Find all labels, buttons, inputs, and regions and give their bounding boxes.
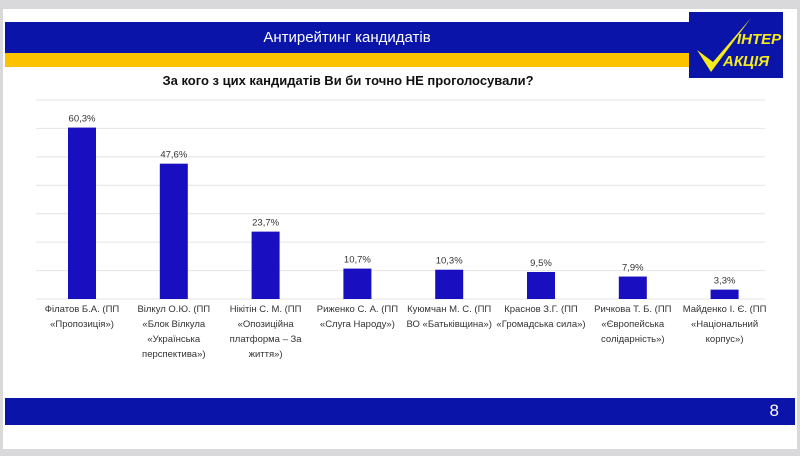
category-label: Риженко С. А. (ПП «Слуга Народу») [316, 304, 399, 330]
svg-text:ІНТЕР: ІНТЕР [737, 31, 782, 48]
data-label: 60,3% [69, 114, 96, 125]
bar [527, 271, 555, 299]
category-label: Ричкова Т. Б. (ПП «Європейська солідарні… [594, 304, 672, 345]
bar [159, 163, 188, 299]
header-band: Антирейтинг кандидатів [5, 22, 689, 53]
bar [710, 289, 739, 299]
category-label: Нікітін С. М. (ПП «Опозиційна платформа … [229, 304, 302, 360]
data-label: 3,3% [714, 276, 736, 287]
category-label: Майденко І. Є. (ПП «Національний корпус»… [682, 304, 767, 345]
category-label: Вілкул О.Ю. (ПП «Блок Вілкула «Українськ… [137, 304, 211, 360]
data-label: 23,7% [252, 218, 279, 229]
category-label: Філатов Б.А. (ПП «Пропозиція») [44, 304, 120, 330]
bar [435, 269, 464, 299]
data-label: 10,3% [436, 256, 463, 267]
bar [618, 276, 647, 299]
data-label: 47,6% [160, 150, 187, 161]
chart-title: За кого з цих кандидатів Ви би точно НЕ … [162, 73, 534, 88]
page-number: 8 [769, 401, 779, 420]
logo: ІНТЕР АКЦІЯ [689, 12, 783, 78]
slide-title: Антирейтинг кандидатів [263, 29, 431, 46]
category-label: Краснов З.Г. (ПП «Громадська сила») [496, 304, 586, 330]
bar [68, 127, 96, 299]
header-yellow-band [5, 53, 689, 67]
data-label: 7,9% [622, 263, 644, 274]
data-label: 10,7% [344, 255, 371, 266]
bar [343, 268, 372, 299]
data-label: 9,5% [530, 258, 552, 269]
bar-chart: 60,3% 47,6% 23,7% 10,7% 10,3% 9,5% 7,9% 3,3% [36, 99, 765, 300]
footer-band: 8 [5, 398, 795, 425]
bar [251, 231, 280, 299]
svg-text:АКЦІЯ: АКЦІЯ [722, 53, 770, 70]
slide: Антирейтинг кандидатів ІНТЕР АКЦІЯ За ко… [3, 9, 797, 449]
category-label: Куюмчан М. С. (ПП ВО «Батьківщина») [406, 304, 492, 330]
